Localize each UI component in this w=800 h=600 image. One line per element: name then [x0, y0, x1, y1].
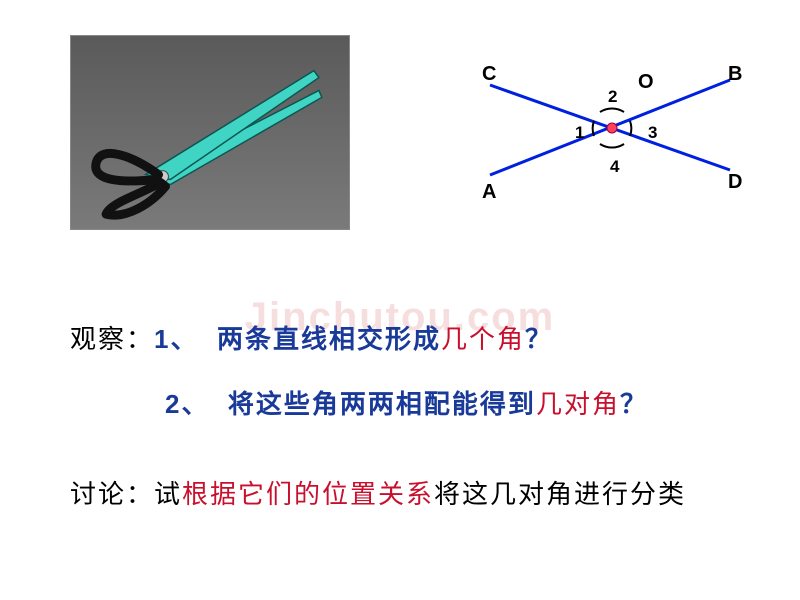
label-b: B [728, 63, 742, 85]
label-o: O [638, 71, 654, 93]
intersecting-lines-diagram: A B C D O 1 2 3 4 [470, 50, 750, 220]
angle-2: 2 [608, 87, 617, 106]
discuss-line: 讨论：试根据它们的位置关系将这几对角进行分类 [70, 475, 686, 514]
label-d: D [728, 171, 742, 193]
observe-label: 观察： [70, 324, 154, 354]
d-a: 试 [154, 479, 182, 509]
discuss-label: 讨论： [70, 479, 154, 509]
arc-2 [600, 108, 624, 112]
arc-1 [593, 121, 594, 136]
q2-end: ？ [620, 389, 648, 419]
center-point [607, 123, 617, 133]
q1-text-a: 两条直线相交形成 [217, 324, 441, 354]
label-c: C [482, 63, 496, 85]
q2-red: 几对角 [536, 389, 620, 419]
observe-line-1: 观察：1、 两条直线相交形成几个角？ [70, 320, 553, 359]
d-b: 将这几对角进行分类 [434, 479, 686, 509]
q1-end: ？ [525, 324, 553, 354]
angle-4: 4 [610, 157, 620, 176]
q1-number: 1、 [154, 324, 198, 354]
label-a: A [482, 181, 496, 203]
q2-number: 2、 [165, 389, 209, 419]
q1-red: 几个角 [441, 324, 525, 354]
angle-1: 1 [575, 123, 584, 142]
arc-3 [630, 121, 631, 136]
arc-4 [600, 144, 624, 148]
d-red: 根据它们的位置关系 [182, 479, 434, 509]
angle-3: 3 [648, 123, 657, 142]
q2-text-a: 将这些角两两相配能得到 [228, 389, 536, 419]
observe-line-2: 2、 将这些角两两相配能得到几对角？ [165, 385, 648, 424]
scissors-illustration [70, 35, 350, 230]
